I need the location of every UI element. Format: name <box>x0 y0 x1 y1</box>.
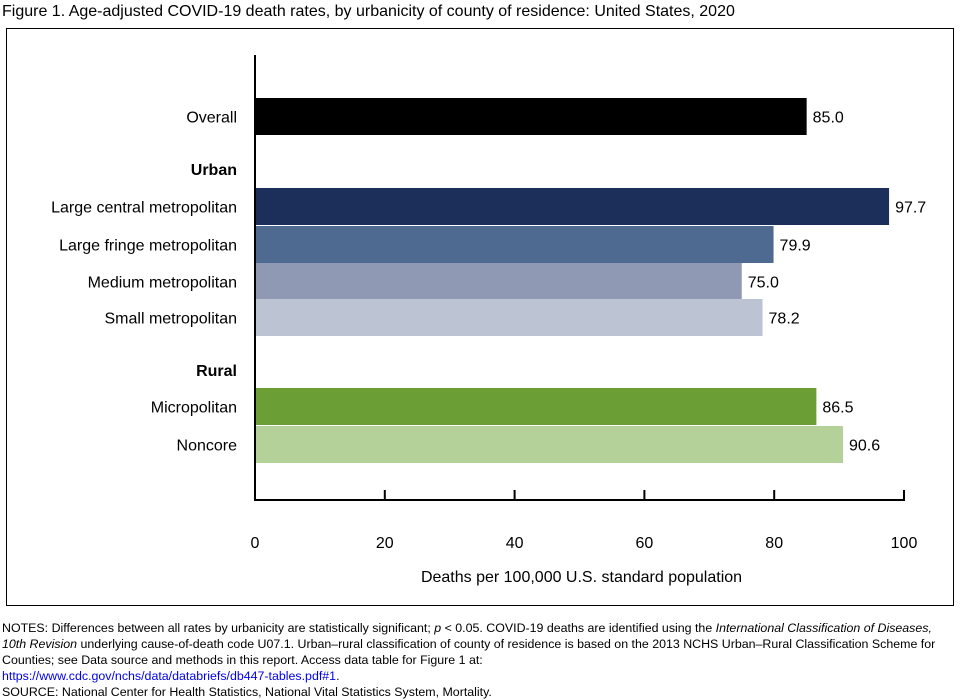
notes-p: p <box>434 621 442 635</box>
value-label: 75.0 <box>748 275 779 292</box>
source-text: SOURCE: National Center for Health Stati… <box>2 685 492 699</box>
bar-overall <box>255 98 807 135</box>
notes: NOTES: Differences between all rates by … <box>2 620 952 700</box>
notes-icd: International Classification of Diseases… <box>2 621 932 651</box>
bar-noncore <box>255 426 843 463</box>
value-label: 85.0 <box>813 110 844 127</box>
group-header-rural: Rural <box>196 363 237 380</box>
x-tick-label: 40 <box>506 535 524 552</box>
data-table-link[interactable]: https://www.cdc.gov/nchs/data/databriefs… <box>2 669 337 683</box>
bar-large-fringe-metropolitan <box>255 226 774 263</box>
value-label: 79.9 <box>780 238 811 255</box>
notes-text: underlying cause-of-death code U07.1. Ur… <box>2 637 936 667</box>
notes-text: < 0.05. COVID-19 deaths are identified u… <box>441 621 716 635</box>
value-label: 90.6 <box>849 438 880 455</box>
category-label: Overall <box>186 110 237 127</box>
figure-title: Figure 1. Age-adjusted COVID-19 death ra… <box>2 3 735 20</box>
x-tick-label: 20 <box>376 535 394 552</box>
category-label: Large central metropolitan <box>51 200 237 217</box>
chart-frame <box>6 28 954 606</box>
x-tick-label: 0 <box>251 535 260 552</box>
x-tick-label: 60 <box>636 535 654 552</box>
x-tick-label: 100 <box>891 535 918 552</box>
group-header-urban: Urban <box>191 162 237 179</box>
category-label: Small metropolitan <box>105 311 238 328</box>
x-tick-label: 80 <box>765 535 783 552</box>
bar-micropolitan <box>255 388 817 425</box>
category-label: Large fringe metropolitan <box>59 238 237 255</box>
category-label: Medium metropolitan <box>88 275 237 292</box>
value-label: 97.7 <box>895 200 926 217</box>
bar-small-metropolitan <box>255 299 763 336</box>
category-label: Micropolitan <box>151 400 237 417</box>
value-label: 78.2 <box>769 311 800 328</box>
x-axis-title: Deaths per 100,000 U.S. standard populat… <box>421 569 742 586</box>
notes-text: NOTES: Differences between all rates by … <box>2 621 435 635</box>
link-suffix: . <box>336 669 340 683</box>
value-label: 86.5 <box>822 400 853 417</box>
bar-medium-metropolitan <box>255 263 742 300</box>
bar-large-central-metropolitan <box>255 188 890 225</box>
category-label: Noncore <box>177 438 238 455</box>
